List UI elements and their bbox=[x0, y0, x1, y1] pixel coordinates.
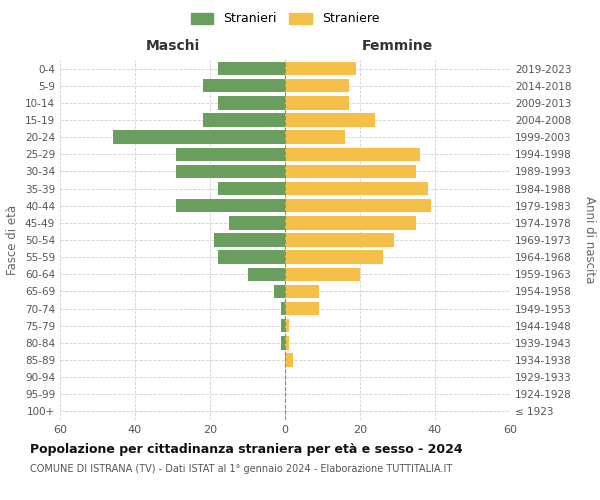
Bar bbox=[285, 354, 293, 366]
Bar bbox=[285, 234, 394, 246]
Bar bbox=[285, 130, 345, 144]
Bar bbox=[285, 164, 416, 178]
Bar bbox=[281, 336, 285, 349]
Bar bbox=[203, 79, 285, 92]
Bar bbox=[285, 62, 356, 76]
Y-axis label: Anni di nascita: Anni di nascita bbox=[583, 196, 596, 284]
Bar bbox=[285, 79, 349, 92]
Bar bbox=[274, 284, 285, 298]
Text: Popolazione per cittadinanza straniera per età e sesso - 2024: Popolazione per cittadinanza straniera p… bbox=[30, 442, 463, 456]
Bar bbox=[285, 268, 360, 281]
Bar bbox=[285, 336, 289, 349]
Bar bbox=[248, 268, 285, 281]
Bar bbox=[285, 148, 420, 161]
Bar bbox=[113, 130, 285, 144]
Bar bbox=[285, 250, 383, 264]
Bar bbox=[285, 114, 375, 126]
Bar bbox=[285, 302, 319, 316]
Y-axis label: Fasce di età: Fasce di età bbox=[7, 205, 19, 275]
Bar bbox=[203, 114, 285, 126]
Bar bbox=[281, 302, 285, 316]
Bar bbox=[229, 216, 285, 230]
Legend: Stranieri, Straniere: Stranieri, Straniere bbox=[186, 8, 384, 30]
Bar bbox=[214, 234, 285, 246]
Bar bbox=[285, 319, 289, 332]
Bar bbox=[218, 62, 285, 76]
Text: Femmine: Femmine bbox=[362, 39, 433, 53]
Text: COMUNE DI ISTRANA (TV) - Dati ISTAT al 1° gennaio 2024 - Elaborazione TUTTITALIA: COMUNE DI ISTRANA (TV) - Dati ISTAT al 1… bbox=[30, 464, 452, 474]
Bar bbox=[285, 216, 416, 230]
Bar bbox=[281, 319, 285, 332]
Bar bbox=[176, 164, 285, 178]
Bar bbox=[285, 199, 431, 212]
Bar bbox=[218, 96, 285, 110]
Bar bbox=[176, 148, 285, 161]
Bar bbox=[285, 284, 319, 298]
Bar bbox=[176, 199, 285, 212]
Bar bbox=[285, 96, 349, 110]
Bar bbox=[285, 182, 427, 196]
Text: Maschi: Maschi bbox=[145, 39, 200, 53]
Bar bbox=[218, 250, 285, 264]
Bar bbox=[218, 182, 285, 196]
